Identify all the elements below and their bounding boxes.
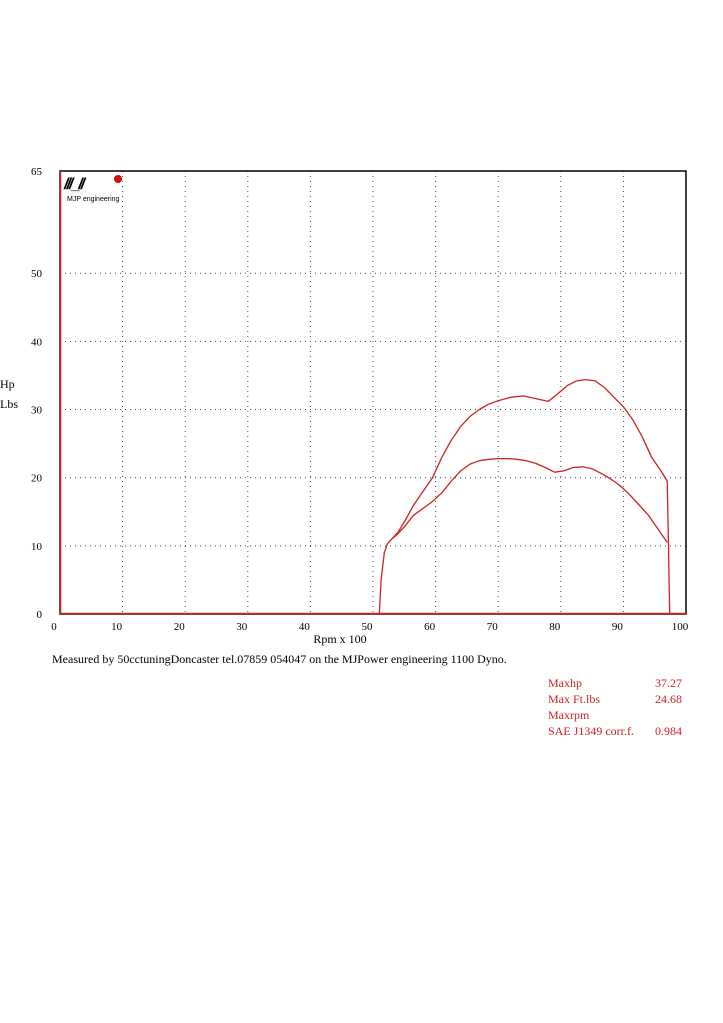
x-tick-label: 40 <box>299 621 311 633</box>
x-tick-label: 0 <box>51 621 57 633</box>
mjp-logo: ///_// MJP engineering <box>63 175 122 203</box>
y-tick-label: 0 <box>37 609 43 621</box>
grid-lines <box>60 171 686 614</box>
logo-red-dot <box>114 175 122 183</box>
stats-panel: Maxhp 37.27 Max Ft.lbs 24.68 Maxrpm SAE … <box>548 675 698 739</box>
stat-label: Maxhp <box>548 676 582 690</box>
y-tick-label: 20 <box>31 473 43 485</box>
plot-frame <box>59 170 687 615</box>
stat-value: 0.984 <box>655 724 682 738</box>
measurement-note: Measured by 50cctuningDoncaster tel.0785… <box>52 652 507 666</box>
series-group <box>378 378 671 615</box>
y-tick-label: 30 <box>31 405 43 417</box>
stat-value: 24.68 <box>655 692 682 706</box>
x-tick-label: 30 <box>236 621 248 633</box>
stat-label: Maxrpm <box>548 708 590 722</box>
x-tick-label: 90 <box>612 621 624 633</box>
stat-row-max-ft-lbs: Max Ft.lbs 24.68 <box>548 691 698 707</box>
x-tick-label: 20 <box>174 621 186 633</box>
y-tick-label: 50 <box>31 268 43 280</box>
x-tick-label: 70 <box>487 621 499 633</box>
x-tick-label: 80 <box>549 621 561 633</box>
stat-row-maxrpm: Maxrpm <box>548 707 698 723</box>
power-curve <box>378 378 671 615</box>
stat-label: Max Ft.lbs <box>548 692 601 706</box>
x-tick-label: 10 <box>111 621 123 633</box>
y-tick-label: 65 <box>31 166 43 178</box>
stat-label: SAE J1349 corr.f. <box>548 724 634 738</box>
stat-row-maxhp: Maxhp 37.27 <box>548 675 698 691</box>
y-axis-label-hp: Hp <box>0 377 15 391</box>
y-tick-label: 40 <box>31 336 43 348</box>
x-tick-label: 50 <box>362 621 374 633</box>
y-tick-labels: 0 10 20 30 40 50 65 <box>31 166 43 621</box>
x-tick-label: 100 <box>672 621 689 633</box>
torque-curve <box>391 457 668 543</box>
stat-row-sae-corr: SAE J1349 corr.f. 0.984 <box>548 723 698 739</box>
x-tick-labels: 0 10 20 30 40 50 60 70 80 90 100 <box>51 621 689 633</box>
stat-value: 37.27 <box>655 676 682 690</box>
x-tick-label: 60 <box>424 621 436 633</box>
y-tick-label: 10 <box>31 541 43 553</box>
x-axis-label: Rpm x 100 <box>313 632 366 646</box>
logo-glyphs: ///_// <box>63 176 87 193</box>
logo-text: MJP engineering <box>67 196 120 203</box>
y-axis-label-lbs: Lbs <box>0 397 18 411</box>
